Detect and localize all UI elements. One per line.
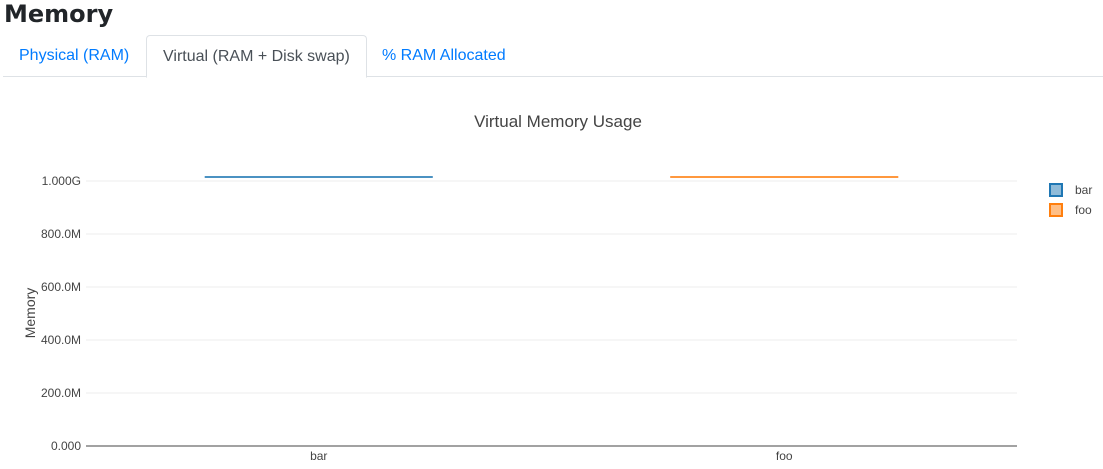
y-tick-label: 1.000G (42, 174, 81, 188)
x-tick-label: bar (310, 449, 327, 463)
legend-swatch-bar (1049, 183, 1063, 197)
y-axis-label: Memory (22, 288, 38, 339)
legend-label-foo: foo (1075, 203, 1092, 217)
y-tick-label: 200.0M (41, 386, 81, 400)
x-tick-label: foo (776, 449, 793, 463)
y-tick-label: 600.0M (41, 280, 81, 294)
legend-label-bar: bar (1075, 183, 1092, 197)
tab-physical[interactable]: Physical (RAM) (19, 47, 130, 64)
y-tick-label: 400.0M (41, 333, 81, 347)
y-tick-label: 800.0M (41, 227, 81, 241)
tab-virtual[interactable]: Virtual (RAM + Disk swap) (146, 35, 367, 78)
chart-title: Virtual Memory Usage (474, 112, 642, 131)
tab-ram-allocated[interactable]: % RAM Allocated (382, 47, 506, 64)
tab-bar: Physical (RAM) Virtual (RAM + Disk swap)… (3, 35, 1103, 78)
y-tick-label: 0.000 (51, 439, 81, 453)
page-title: Memory (4, 0, 114, 28)
legend-swatch-foo (1049, 203, 1063, 217)
